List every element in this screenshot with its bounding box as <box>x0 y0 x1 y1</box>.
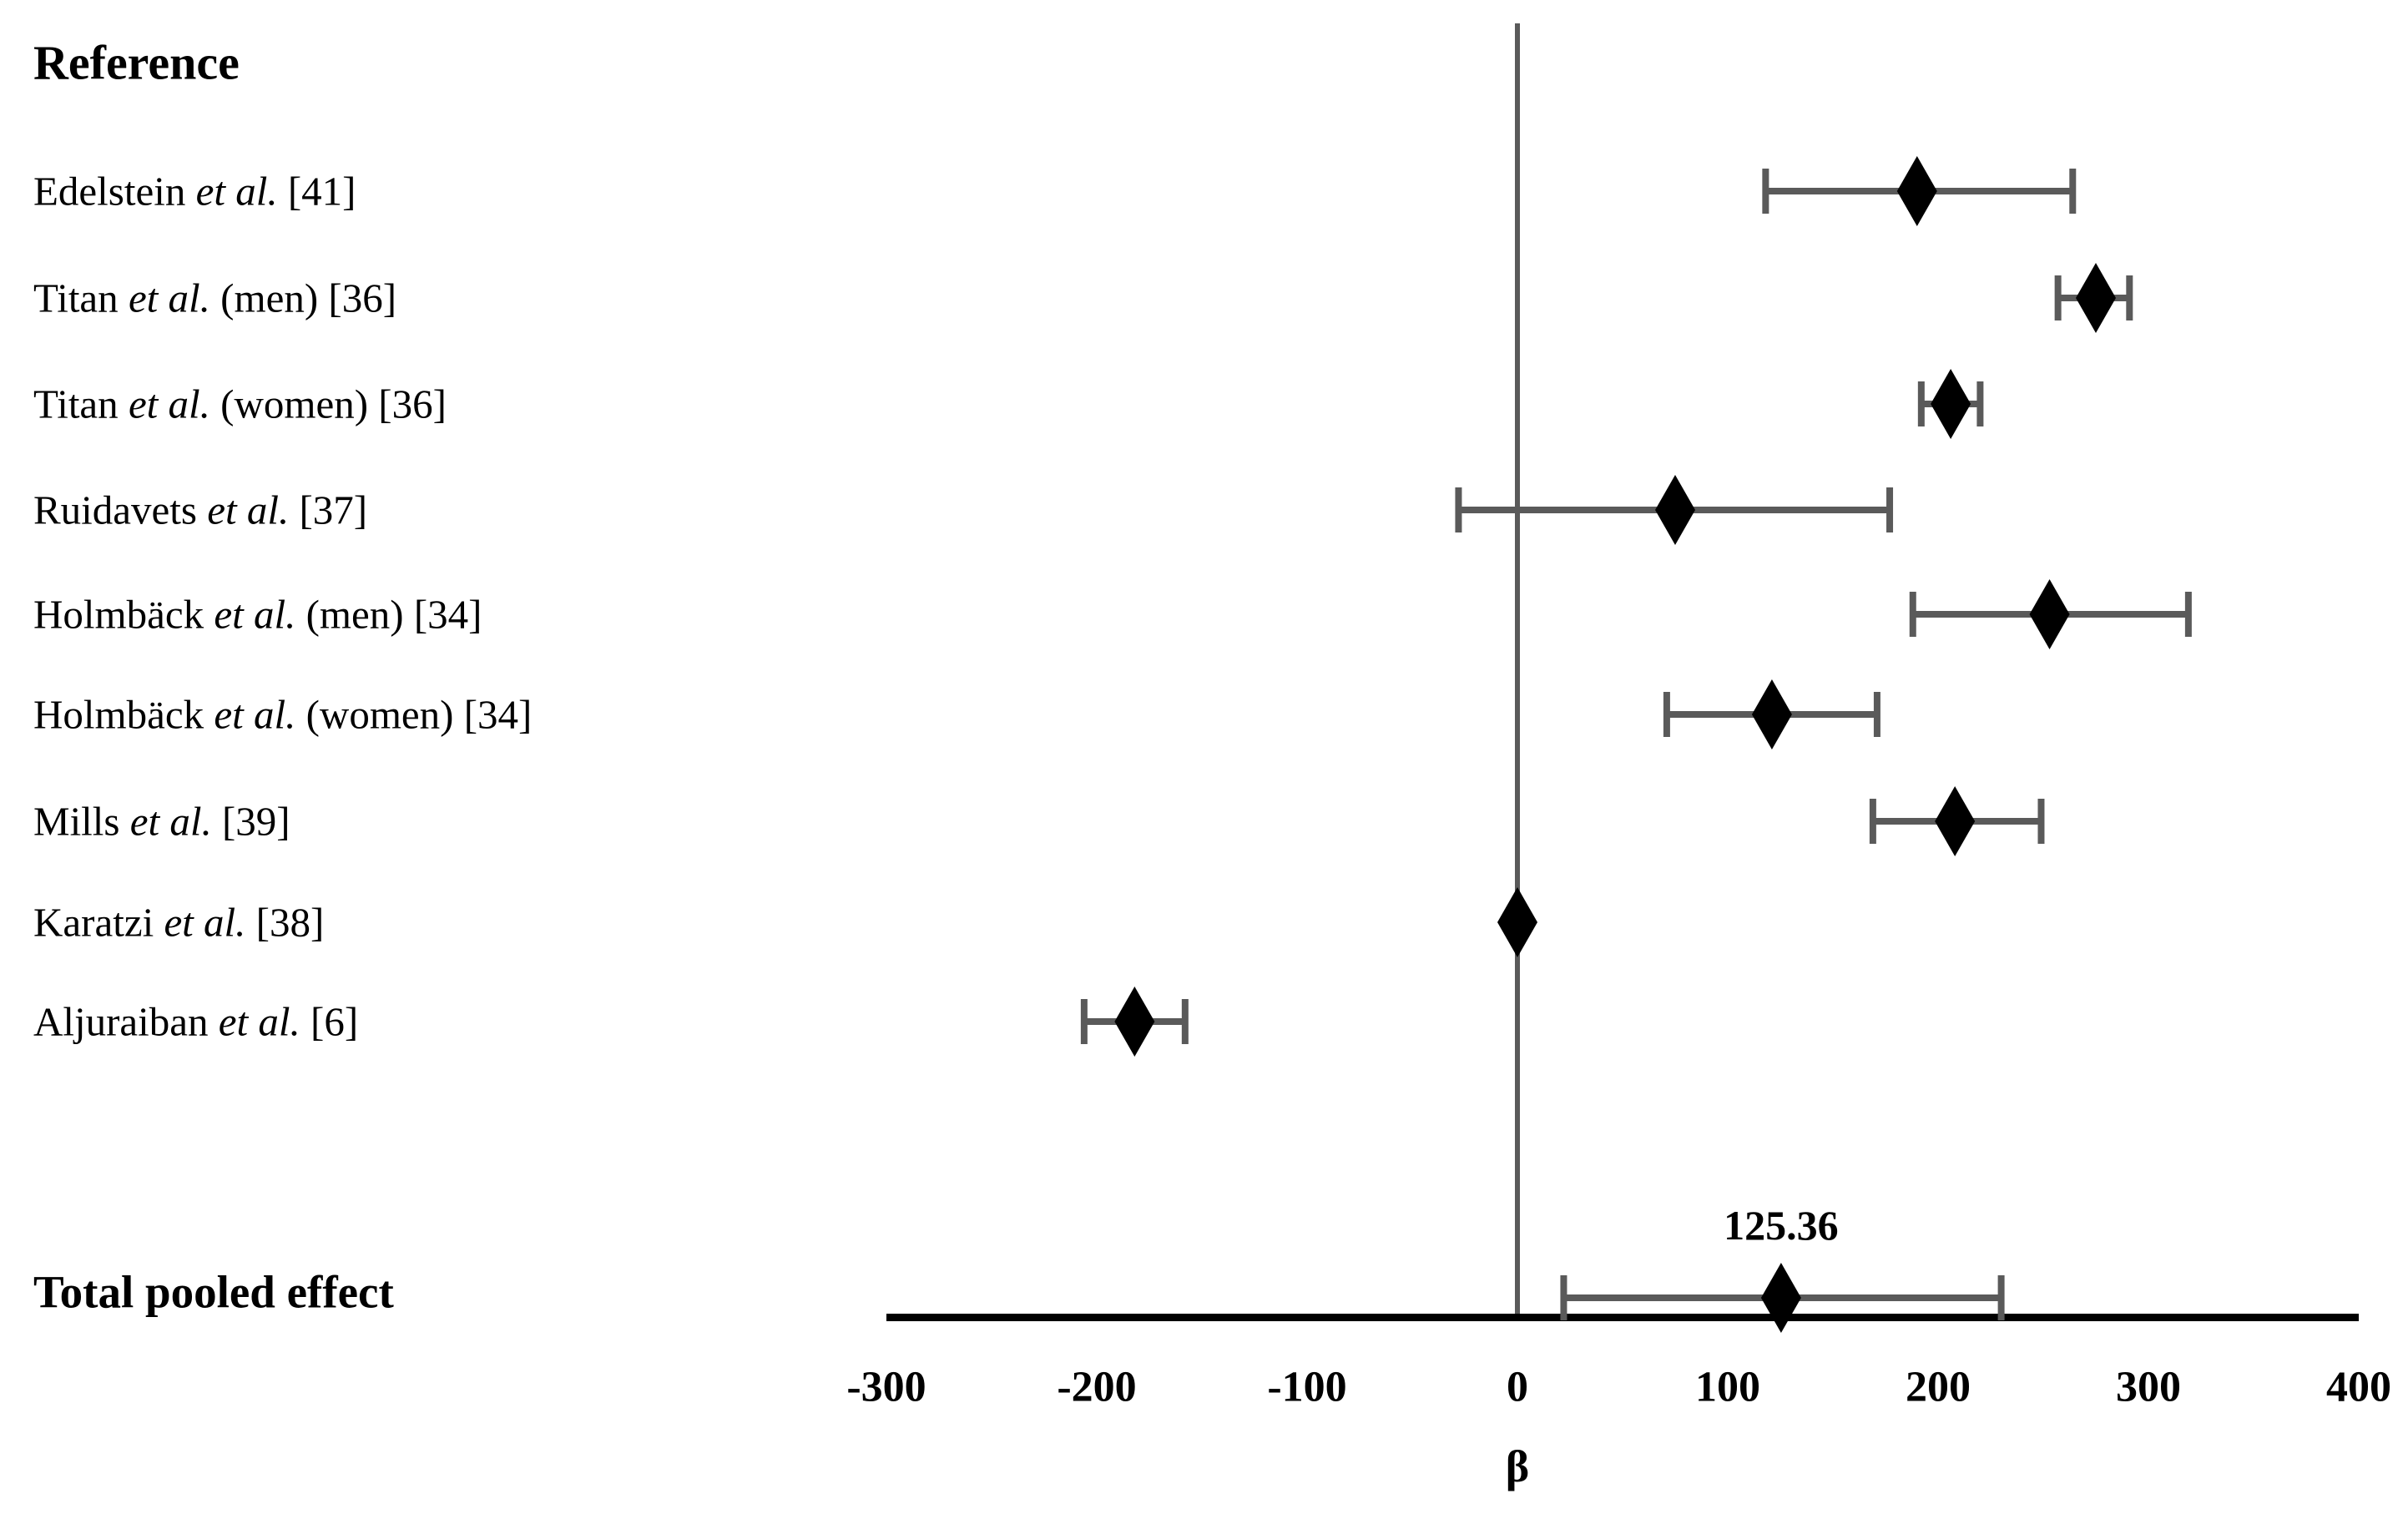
x-axis-tick-label: 400 <box>2326 1363 2391 1411</box>
study-label: Holmbäck et al. (women) [34] <box>33 691 532 739</box>
study-label-etal: et al. <box>218 998 300 1045</box>
study-label: Ruidavets et al. [37] <box>33 487 367 534</box>
pooled-effect-value-label: 125.36 <box>1724 1202 1839 1249</box>
study-label-reference-number: [41] <box>277 168 356 214</box>
study-label: Titan et al. (men) [36] <box>33 275 396 322</box>
study-label: Mills et al. [39] <box>33 798 290 845</box>
study-label: Titan et al. (women) [36] <box>33 381 447 428</box>
study-4-point-diamond <box>2029 579 2070 649</box>
study-label-name: Holmbäck <box>33 691 215 738</box>
study-label-etal: et al. <box>128 381 210 427</box>
study-label-reference-number: [38] <box>245 899 325 946</box>
study-label-etal: et al. <box>214 691 296 738</box>
study-label-reference-number: [39] <box>211 798 290 845</box>
x-axis-tick-label: 100 <box>1695 1363 1760 1411</box>
study-6-point-diamond <box>1935 786 1976 856</box>
x-axis-tick-label: 0 <box>1507 1363 1528 1411</box>
study-label-name: Titan <box>33 381 129 427</box>
study-label-reference-number: (women) [34] <box>295 691 533 738</box>
study-label-etal: et al. <box>164 899 246 946</box>
pooled-effect-row-label: Total pooled effect <box>33 1266 394 1318</box>
x-axis-tick-label: -200 <box>1057 1363 1137 1411</box>
x-axis-tick-label: -300 <box>846 1363 926 1411</box>
study-label-name: Mills <box>33 798 130 845</box>
study-label-name: Holmbäck <box>33 591 215 638</box>
x-axis-tick-label: 300 <box>2116 1363 2181 1411</box>
pooled-point-diamond <box>1760 1263 1801 1333</box>
study-label-etal: et al. <box>128 275 210 321</box>
study-label-etal: et al. <box>129 798 212 845</box>
x-axis-line <box>886 1314 2359 1321</box>
study-label-reference-number: [37] <box>289 487 368 533</box>
study-label: Edelstein et al. [41] <box>33 168 356 215</box>
study-5-point-diamond <box>1751 679 1792 749</box>
study-7-point-diamond <box>1497 887 1537 957</box>
study-label-etal: et al. <box>207 487 290 533</box>
study-label: Aljuraiban et al. [6] <box>33 998 358 1046</box>
study-0-point-diamond <box>1896 156 1937 226</box>
study-label-reference-number: (men) [34] <box>295 591 482 638</box>
study-label-etal: et al. <box>214 591 296 638</box>
study-label-etal: et al. <box>195 168 278 214</box>
study-label-name: Ruidavets <box>33 487 208 533</box>
study-label: Holmbäck et al. (men) [34] <box>33 591 482 638</box>
study-1-point-diamond <box>2076 263 2116 333</box>
study-label-name: Titan <box>33 275 129 321</box>
study-label: Karatzi et al. [38] <box>33 899 324 946</box>
study-3-point-diamond <box>1655 475 1695 545</box>
study-2-point-diamond <box>1931 369 1971 439</box>
study-label-name: Edelstein <box>33 168 196 214</box>
x-axis-tick-label: -100 <box>1267 1363 1347 1411</box>
study-label-reference-number: (women) [36] <box>210 381 447 427</box>
study-8-point-diamond <box>1114 987 1155 1057</box>
x-axis-title-beta: β <box>1505 1441 1530 1491</box>
study-label-name: Aljuraiban <box>33 998 219 1045</box>
reference-column-header: Reference <box>33 35 240 90</box>
x-axis-tick-label: 200 <box>1906 1363 1971 1411</box>
study-label-reference-number: [6] <box>300 998 359 1045</box>
study-label-name: Karatzi <box>33 899 164 946</box>
study-label-reference-number: (men) [36] <box>210 275 397 321</box>
